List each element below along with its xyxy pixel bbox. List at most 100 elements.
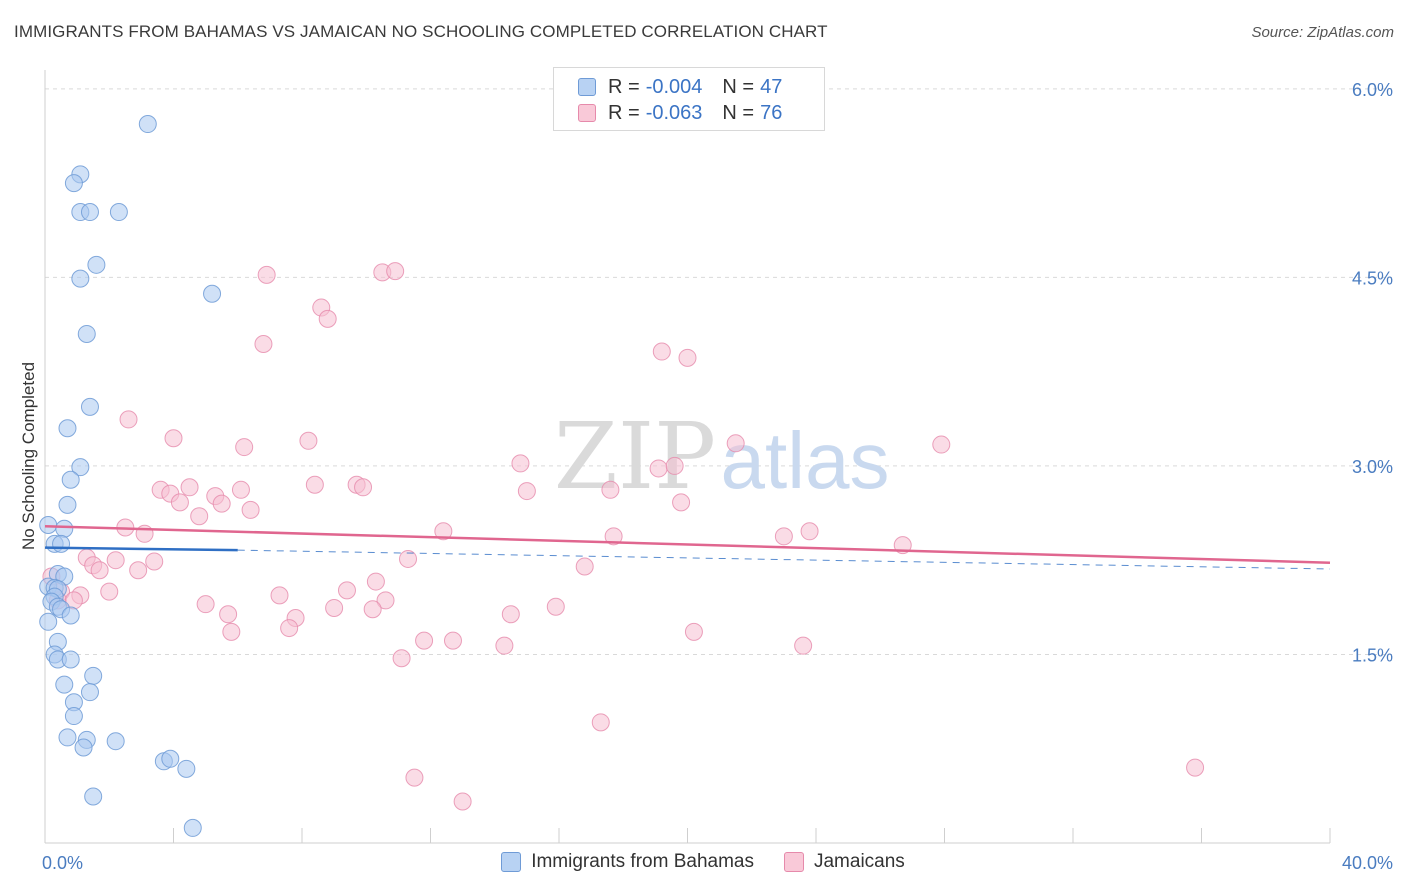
tick-labels: 1.5% 3.0% 4.5% 6.0% 0.0% 40.0%	[42, 80, 1393, 873]
point-bahamas	[55, 675, 74, 694]
point-jamaicans	[363, 600, 382, 619]
y-tick-label: 1.5%	[1352, 645, 1393, 665]
point-jamaicans	[392, 649, 411, 668]
series-legend: Immigrants from Bahamas Jamaicans	[0, 851, 1406, 873]
point-jamaicans	[354, 478, 373, 497]
point-bahamas	[84, 666, 103, 685]
point-jamaicans	[106, 551, 125, 570]
point-bahamas	[55, 519, 74, 538]
point-bahamas	[106, 732, 125, 751]
point-jamaicans	[305, 475, 324, 494]
point-jamaicans	[800, 522, 819, 541]
point-bahamas	[64, 707, 83, 726]
legend-label-bahamas: Immigrants from Bahamas	[531, 851, 754, 872]
y-axis-label: No Schooling Completed	[19, 362, 38, 550]
point-bahamas	[183, 818, 202, 837]
legend-r-label: R =	[608, 75, 640, 98]
legend-row-bahamas: R = -0.004 N = 47	[578, 74, 782, 100]
point-bahamas	[39, 516, 58, 535]
point-bahamas	[64, 174, 83, 193]
y-tick-label: 4.5%	[1352, 268, 1393, 288]
legend-n-label: N =	[722, 75, 755, 98]
point-jamaicans	[678, 348, 697, 367]
point-jamaicans	[546, 597, 565, 616]
series-bahamas-points	[39, 115, 222, 837]
point-bahamas	[61, 470, 80, 489]
legend-n-value: 76	[760, 101, 783, 124]
point-bahamas	[80, 397, 99, 416]
point-jamaicans	[257, 265, 276, 284]
point-jamaicans	[684, 622, 703, 641]
point-jamaicans	[517, 482, 536, 501]
point-jamaicans	[170, 493, 189, 512]
legend-item-jamaicans: Jamaicans	[783, 851, 905, 873]
y-tick-label: 3.0%	[1352, 457, 1393, 477]
trend-jamaicans	[44, 525, 1331, 564]
point-jamaicans	[180, 478, 199, 497]
x-tick-label: 40.0%	[1342, 853, 1393, 873]
point-jamaicans	[511, 454, 530, 473]
series-jamaicans-points	[42, 262, 1205, 811]
point-jamaicans	[672, 493, 691, 512]
point-jamaicans	[1186, 758, 1205, 777]
point-jamaicans	[604, 527, 623, 546]
legend-swatch-pink	[783, 852, 804, 872]
point-jamaicans	[726, 434, 745, 453]
legend-item-bahamas: Immigrants from Bahamas	[501, 851, 754, 873]
chart-title: IMMIGRANTS FROM BAHAMAS VS JAMAICAN NO S…	[14, 22, 828, 41]
point-bahamas	[84, 787, 103, 806]
point-bahamas	[80, 683, 99, 702]
point-jamaicans	[219, 605, 238, 624]
trend-bahamas-dashed	[237, 549, 1331, 570]
legend-r-value: -0.063	[645, 101, 703, 124]
point-bahamas	[109, 203, 128, 222]
point-jamaicans	[318, 309, 337, 328]
point-jamaicans	[649, 459, 668, 478]
watermark-zip: ZIP	[554, 403, 716, 510]
point-bahamas	[74, 738, 93, 757]
point-jamaicans	[337, 581, 356, 600]
legend-swatch-blue	[578, 78, 596, 96]
point-bahamas	[61, 650, 80, 669]
trend-lines	[44, 525, 1331, 570]
grid-lines	[45, 88, 1392, 655]
point-jamaicans	[241, 500, 260, 519]
axes	[44, 70, 1331, 844]
trend-bahamas	[44, 546, 238, 552]
point-bahamas	[58, 495, 77, 514]
point-bahamas	[138, 115, 157, 134]
watermark-atlas: atlas	[721, 416, 890, 505]
point-jamaicans	[270, 586, 289, 605]
point-bahamas	[87, 255, 106, 274]
legend-r-value: -0.004	[645, 75, 703, 98]
point-jamaicans	[575, 557, 594, 576]
point-jamaicans	[90, 561, 109, 580]
point-jamaicans	[254, 335, 273, 354]
point-bahamas	[80, 203, 99, 222]
legend-swatch-blue	[501, 852, 522, 872]
point-jamaicans	[652, 342, 671, 361]
point-bahamas	[161, 749, 180, 768]
point-jamaicans	[222, 622, 241, 641]
point-jamaicans	[665, 456, 684, 475]
point-jamaicans	[453, 792, 472, 811]
point-jamaicans	[231, 480, 250, 499]
point-jamaicans	[190, 507, 209, 526]
point-jamaicans	[415, 631, 434, 650]
point-jamaicans	[212, 494, 231, 513]
point-bahamas	[61, 606, 80, 625]
legend: R = -0.004 N = 47 R = -0.063 N = 76	[553, 67, 825, 131]
point-jamaicans	[100, 582, 119, 601]
legend-swatch-pink	[578, 104, 596, 122]
point-jamaicans	[794, 636, 813, 655]
point-jamaicans	[280, 619, 299, 638]
point-jamaicans	[591, 713, 610, 732]
source-label: Source: ZipAtlas.com	[1251, 24, 1394, 41]
point-bahamas	[58, 419, 77, 438]
y-tick-label: 6.0%	[1352, 80, 1393, 100]
point-jamaicans	[434, 522, 453, 541]
point-jamaicans	[145, 552, 164, 571]
point-jamaicans	[386, 262, 405, 281]
point-jamaicans	[376, 591, 395, 610]
